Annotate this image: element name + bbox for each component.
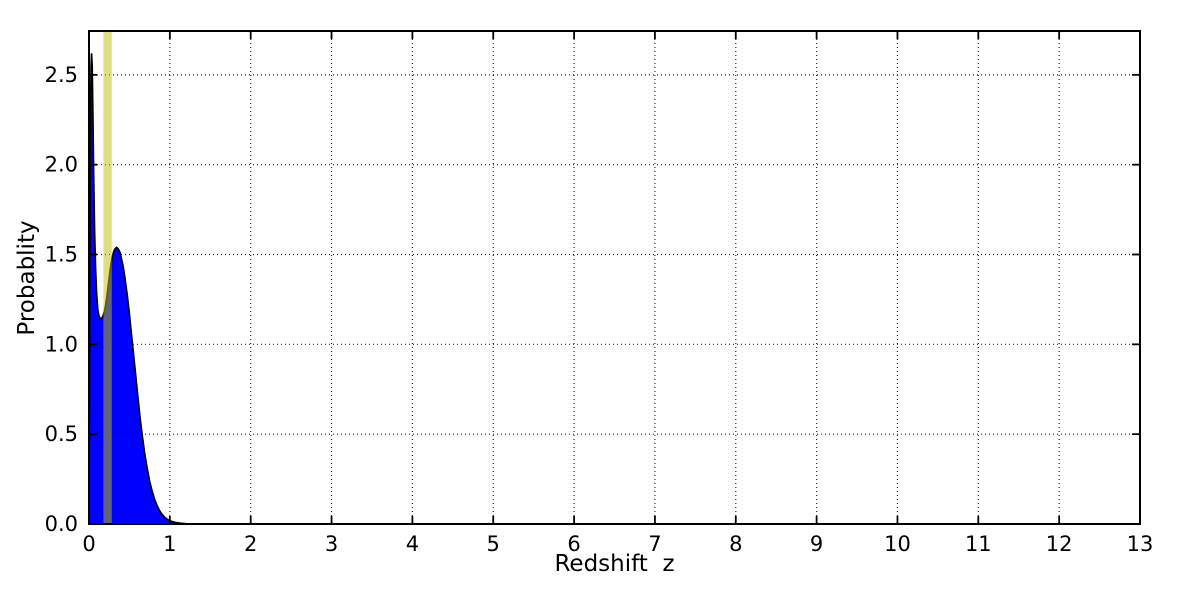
- x-tick-label: 11: [965, 532, 992, 556]
- x-tick-label: 2: [244, 532, 257, 556]
- x-tick-label: 1: [163, 532, 176, 556]
- pdf-curve-line: [88, 53, 1140, 525]
- axes-frame: [88, 30, 1141, 525]
- y-tick-label: 2.5: [45, 63, 78, 87]
- x-tick-label: 10: [884, 532, 911, 556]
- x-tick-label: 7: [648, 532, 661, 556]
- x-tick-label: 8: [729, 532, 742, 556]
- highlight-vspan: [103, 31, 112, 524]
- x-tick-label: 3: [325, 532, 338, 556]
- y-tick-label: 0.0: [45, 512, 78, 536]
- plot-area: [89, 31, 1140, 524]
- x-tick-label: 0: [82, 532, 95, 556]
- y-tick-label: 0.5: [45, 422, 78, 446]
- pdf-series-group: [88, 53, 1140, 525]
- y-tick-labels: 0.0 0.5 1.0 1.5 2.0 2.5: [45, 63, 78, 536]
- x-tick-label: 5: [487, 532, 500, 556]
- y-tick-label: 2.0: [45, 153, 78, 177]
- x-tick-label: 12: [1046, 532, 1073, 556]
- x-tick-label: 6: [567, 532, 580, 556]
- x-tick-label: 9: [810, 532, 823, 556]
- x-tick-label: 13: [1127, 532, 1154, 556]
- y-tick-label: 1.0: [45, 332, 78, 356]
- x-tick-label: 4: [406, 532, 419, 556]
- y-tick-label: 1.5: [45, 243, 78, 267]
- x-tick-labels: 0 1 2 3 4 5 6 7 8 9 10 11 12 13: [82, 532, 1153, 556]
